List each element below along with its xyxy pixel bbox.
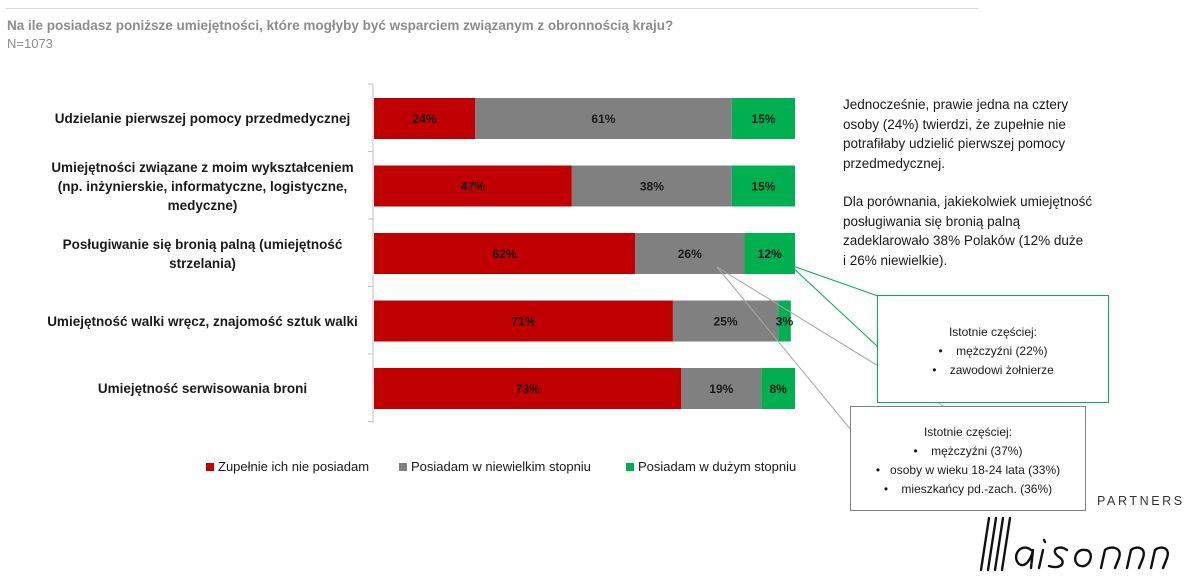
category-label-line: medyczne)	[167, 197, 238, 213]
data-label: 15%	[751, 180, 775, 194]
legend-label: Posiadam w dużym stopniu	[638, 459, 797, 474]
callout-connector-grey	[716, 266, 852, 431]
category-label-line: (np. inżynierskie, informatyczne, logist…	[57, 178, 348, 194]
bar-segment-none	[374, 165, 572, 207]
callout-title: Istotnie częściej:	[948, 325, 1038, 339]
bar-segment-small	[672, 300, 779, 342]
data-label: 26%	[678, 247, 702, 261]
data-label: 24%	[413, 112, 437, 126]
bar-segment-none	[374, 300, 673, 342]
legend-item-none: Zupełnie ich nie posiadam	[206, 459, 369, 474]
note-line: i 26% niewielkie).	[843, 252, 948, 268]
data-label: 25%	[714, 315, 738, 329]
legend-label: Posiadam w niewielkim stopniu	[411, 459, 591, 474]
top-divider	[6, 8, 978, 9]
bar-segment-large	[731, 165, 795, 207]
callout-item: • mieszkańcy pd.-zach. (36%)	[883, 482, 1053, 496]
chart-subtitle: N=1073	[7, 36, 53, 51]
data-label: 3%	[776, 315, 794, 329]
legend-swatch	[399, 462, 407, 471]
category-label-line: Umiejętności związane z moim wykształcen…	[51, 159, 354, 175]
data-label: 19%	[709, 382, 733, 396]
bar-segment-large	[761, 368, 795, 409]
legend-item-small: Posiadam w niewielkim stopniu	[399, 459, 591, 474]
note-line: osoby (24%) twierdzi, że zupełnie nie	[843, 116, 1066, 132]
category-label-line: Udzielanie pierwszej pomocy przedmedyczn…	[54, 111, 351, 126]
callout-title: Istotnie częściej:	[923, 425, 1013, 439]
category-label: Umiejętność serwisowania broni	[45, 379, 360, 398]
callout-firearms-small: Istotnie częściej: • mężczyźni (37%) • o…	[850, 406, 1086, 511]
legend-item-large: Posiadam w dużym stopniu	[626, 459, 796, 474]
bar-segment-none	[374, 98, 476, 139]
note-paragraph-1: Jednocześnie, prawie jedna na cztery oso…	[843, 95, 1128, 173]
data-label: 71%	[511, 315, 535, 329]
data-label: 38%	[640, 180, 664, 194]
callout-connector-green	[789, 264, 879, 297]
callout-item: • mężczyźni (22%)	[938, 344, 1048, 358]
note-line: posługiwania się bronią palną	[843, 213, 1021, 229]
bar-segment-none	[374, 233, 636, 274]
callout-firearms-large: Istotnie częściej: • mężczyźni (22%) • z…	[877, 295, 1109, 403]
category-label-line: strzelania)	[169, 255, 236, 271]
chart-title: Na ile posiadasz poniższe umiejętności, …	[7, 18, 674, 33]
data-label: 73%	[516, 382, 540, 396]
callout-item: • mężczyźni (37%)	[913, 444, 1023, 458]
note-line: Dla porównania, jakiekolwiek umiejętność	[843, 194, 1093, 209]
note-line: potrafiłaby udzielić pierwszej pomocy	[843, 136, 1066, 151]
category-label-line: Umiejętność serwisowania broni	[97, 381, 308, 396]
maison-logo	[979, 516, 1169, 572]
brand-tagline: PARTNERS	[1097, 494, 1185, 508]
callout-item: • osoby w wieku 18-24 lata (33%)	[875, 463, 1061, 477]
category-label-line: Umiejętność walki wręcz, znajomość sztuk…	[47, 313, 358, 329]
legend-label: Zupełnie ich nie posiadam	[218, 459, 370, 474]
callout-connector-green	[789, 264, 879, 348]
legend-swatch	[206, 462, 214, 471]
legend-swatch	[626, 462, 634, 471]
category-label-line: Posługiwanie się bronią palną (umiejętno…	[62, 236, 343, 252]
data-label: 8%	[769, 382, 787, 396]
data-label: 62%	[492, 247, 516, 261]
bar-segment-small	[571, 165, 732, 207]
bar-segment-small	[681, 368, 762, 409]
bar-segment-large	[731, 98, 795, 139]
note-paragraph-2: Dla porównania, jakiekolwiek umiejętność…	[843, 192, 1128, 270]
category-label: Umiejętności związane z moim wykształcen…	[45, 158, 360, 215]
category-label: Posługiwanie się bronią palną (umiejętno…	[45, 235, 360, 273]
category-label: Umiejętność walki wręcz, znajomość sztuk…	[45, 312, 360, 331]
note-line: Jednocześnie, prawie jedna na cztery	[843, 97, 1069, 112]
note-line: przedmedycznej.	[843, 155, 946, 171]
bar-segment-small	[635, 233, 745, 274]
data-label: 47%	[461, 180, 485, 194]
bar-segment-large	[744, 233, 795, 274]
note-line: zadeklarowało 38% Polaków (12% duże	[843, 233, 1084, 248]
data-label: 61%	[591, 112, 615, 126]
callout-item: • zawodowi żołnierze	[932, 363, 1054, 377]
bar-segment-none	[374, 368, 682, 409]
bar-segment-small	[475, 98, 732, 139]
data-label: 12%	[758, 247, 782, 261]
category-label: Udzielanie pierwszej pomocy przedmedyczn…	[45, 109, 360, 128]
data-label: 15%	[751, 112, 775, 126]
